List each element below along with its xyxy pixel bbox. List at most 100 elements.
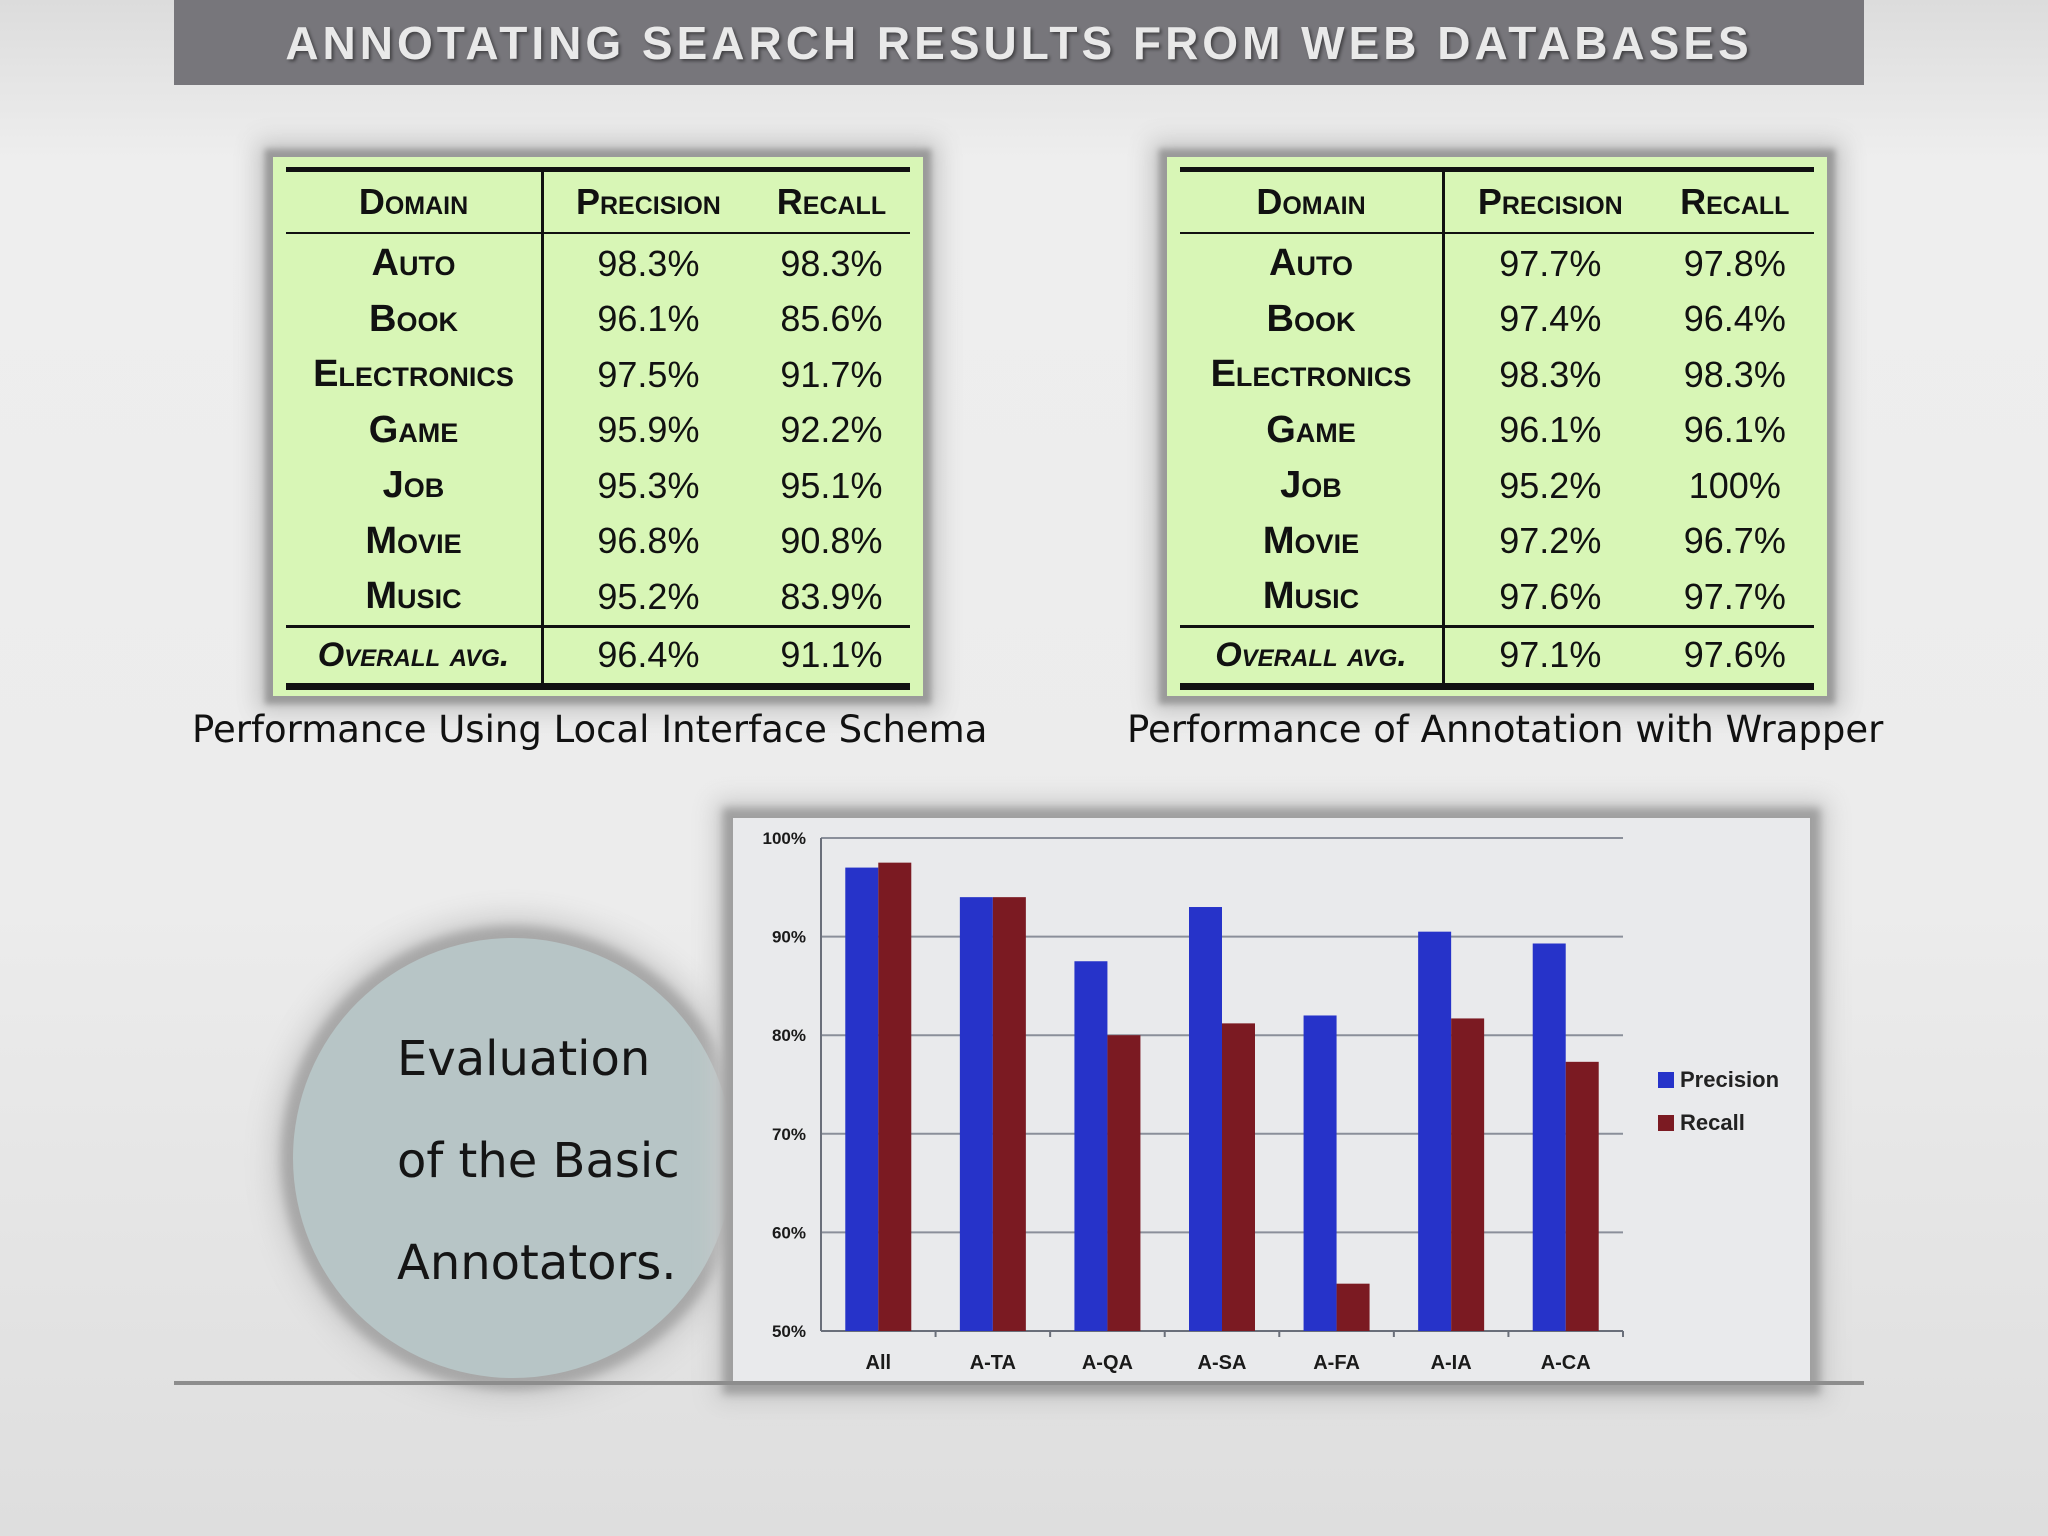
cell-domain: Music	[1180, 569, 1445, 626]
cell-precision: 96.8%	[597, 520, 700, 562]
table-wrapper: Domain Precision Recall Auto 97.7% 97.8% B…	[1167, 157, 1827, 696]
cell-recall: 90.8%	[780, 520, 883, 562]
bar-precision	[845, 867, 879, 1331]
chart-svg: 50% 60% 70% 80% 90% 100% All A-TA A-QA A-SA A-FA A-…	[763, 829, 1780, 1374]
cell-precision: 97.4%	[1499, 298, 1602, 340]
cell-recall: 96.1%	[1683, 409, 1786, 451]
y-tick-label: 70%	[772, 1125, 806, 1144]
bar-recall	[1336, 1283, 1370, 1331]
table-row: Music 95.2% 83.9%	[286, 569, 910, 626]
table-row: Book 97.4% 96.4%	[1180, 291, 1814, 347]
bar-precision	[1074, 961, 1108, 1331]
cell-precision: 95.2%	[597, 575, 700, 617]
cell-precision: 97.6%	[1499, 575, 1602, 617]
table-row: Movie 96.8% 90.8%	[286, 513, 910, 569]
cell-recall: 91.7%	[780, 353, 883, 395]
cell-recall: 97.8%	[1683, 242, 1786, 284]
y-tick-label: 100%	[763, 829, 806, 848]
x-tick-label: A-FA	[1313, 1352, 1360, 1374]
bar-recall	[878, 862, 912, 1331]
table-local-schema: Domain Precision Recall Auto 98.3% 98.3% B…	[273, 157, 923, 696]
x-tick-label: A-CA	[1541, 1352, 1591, 1374]
cell-precision: 96.1%	[597, 298, 700, 340]
bar-recall	[1565, 1061, 1599, 1331]
cell-domain: Job	[286, 458, 544, 514]
cell-recall: 98.3%	[1683, 353, 1786, 395]
bar-precision	[1532, 943, 1566, 1331]
header-recall: Recall	[752, 167, 910, 234]
cell-precision: 98.3%	[1499, 353, 1602, 395]
circle-line: Evaluation	[397, 1031, 651, 1087]
annotators-circle	[293, 938, 733, 1378]
table-row: Game 95.9% 92.2%	[286, 402, 910, 458]
legend-swatch	[1658, 1115, 1674, 1131]
cell-recall: 98.3%	[780, 242, 883, 284]
cell-recall: 97.7%	[1683, 575, 1786, 617]
table-footer-row: Overall avg. 96.4% 91.1%	[286, 624, 910, 690]
cell-precision: 97.7%	[1499, 242, 1602, 284]
table-row: Auto 98.3% 98.3%	[286, 233, 910, 292]
cell-domain: Movie	[286, 513, 544, 569]
x-tick-label: All	[866, 1352, 892, 1374]
cell-precision: 97.5%	[597, 353, 700, 395]
y-tick-label: 90%	[772, 928, 806, 947]
cell-domain: Movie	[1180, 513, 1445, 569]
caption-wrapper: Performance of Annotation with Wrapper	[1127, 708, 1884, 751]
annotator-bar-chart: 50% 60% 70% 80% 90% 100% All A-TA A-QA A-SA A-FA A-…	[733, 818, 1810, 1384]
table-row: Job 95.2% 100%	[1180, 458, 1814, 514]
bar-recall	[1451, 1018, 1485, 1331]
header-recall: Recall	[1655, 167, 1814, 234]
circle-caption: Evaluation of the Basic Annotators.	[397, 1008, 727, 1314]
bar-precision	[1189, 907, 1222, 1331]
cell-domain: Overall avg.	[1180, 624, 1445, 690]
header-domain: Domain	[1180, 167, 1445, 234]
table-row: Book 96.1% 85.6%	[286, 291, 910, 347]
cell-recall: 85.6%	[780, 298, 883, 340]
cell-domain: Overall avg.	[286, 624, 544, 690]
table-footer-row: Overall avg. 97.1% 97.6%	[1180, 624, 1814, 690]
bar-precision	[1303, 1015, 1337, 1331]
legend-label: Precision	[1680, 1067, 1779, 1092]
caption-local-schema: Performance Using Local Interface Schema	[192, 708, 988, 751]
cell-precision: 96.4%	[542, 624, 753, 690]
cell-recall: 83.9%	[780, 575, 883, 617]
cell-precision: 97.1%	[1443, 624, 1656, 690]
slide-title: ANNOTATING SEARCH RESULTS FROM WEB DATAB…	[285, 16, 1753, 69]
x-tick-label: A-IA	[1431, 1352, 1472, 1374]
cell-domain: Music	[286, 569, 544, 626]
cell-domain: Electronics	[1180, 347, 1445, 403]
y-tick-label: 50%	[772, 1322, 806, 1341]
cell-recall: 91.1%	[752, 624, 910, 690]
bar-recall	[1222, 1023, 1255, 1331]
circle-line: Annotators.	[397, 1235, 677, 1291]
header-precision: Precision	[542, 167, 753, 234]
header-precision: Precision	[1443, 167, 1656, 234]
bar-precision	[959, 897, 993, 1331]
circle-line: of the Basic	[397, 1133, 680, 1189]
title-bar: ANNOTATING SEARCH RESULTS FROM WEB DATAB…	[174, 0, 1864, 85]
cell-recall: 100%	[1688, 464, 1781, 506]
x-tick-label: A-TA	[970, 1352, 1016, 1374]
header-domain: Domain	[286, 167, 544, 234]
divider-line	[174, 1381, 1864, 1385]
cell-domain: Job	[1180, 458, 1445, 514]
table-row: Game 96.1% 96.1%	[1180, 402, 1814, 458]
cell-domain: Auto	[286, 233, 544, 292]
cell-recall: 95.1%	[780, 464, 883, 506]
y-tick-label: 60%	[772, 1223, 806, 1242]
table-row: Movie 97.2% 96.7%	[1180, 513, 1814, 569]
cell-domain: Game	[1180, 402, 1445, 458]
table-row: Electronics 98.3% 98.3%	[1180, 347, 1814, 403]
cell-precision: 98.3%	[597, 242, 700, 284]
legend-label: Recall	[1680, 1110, 1745, 1135]
cell-precision: 95.9%	[597, 409, 700, 451]
cell-recall: 96.7%	[1683, 520, 1786, 562]
bar-recall	[992, 897, 1026, 1331]
cell-recall: 97.6%	[1655, 624, 1814, 690]
table-row: Music 97.6% 97.7%	[1180, 569, 1814, 626]
bar-recall	[1107, 1035, 1141, 1331]
cell-precision: 96.1%	[1499, 409, 1602, 451]
y-tick-label: 80%	[772, 1026, 806, 1045]
cell-domain: Electronics	[286, 347, 544, 403]
cell-recall: 96.4%	[1683, 298, 1786, 340]
